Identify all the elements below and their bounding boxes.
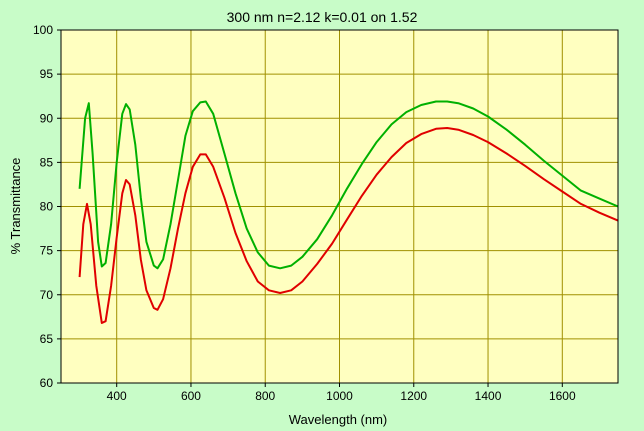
y-tick-label: 90 xyxy=(40,111,54,125)
y-axis-label: % Transmittance xyxy=(8,158,23,255)
y-tick-label: 95 xyxy=(40,67,54,81)
y-tick-label: 80 xyxy=(40,200,54,214)
x-tick-label: 600 xyxy=(181,389,201,403)
series-lines xyxy=(78,100,619,324)
y-tick-label: 60 xyxy=(40,376,54,390)
y-tick-label: 75 xyxy=(40,244,54,258)
x-tick-label: 1400 xyxy=(475,389,502,403)
tick-labels: 400 600 800 1000 1200 1400 1600 60 65 70 75 80 85 90 9… xyxy=(33,23,576,403)
y-tick-label: 85 xyxy=(40,155,54,169)
series-line-2 xyxy=(78,127,619,324)
series-line-1 xyxy=(78,100,619,270)
x-tick-label: 1000 xyxy=(326,389,353,403)
x-tick-label: 800 xyxy=(255,389,275,403)
x-axis-label: Wavelength (nm) xyxy=(289,412,388,427)
y-tick-label: 65 xyxy=(40,332,54,346)
x-tick-label: 1200 xyxy=(400,389,427,403)
chart-title: 300 nm n=2.12 k=0.01 on 1.52 xyxy=(227,9,418,25)
y-tick-label: 100 xyxy=(33,23,53,37)
x-tick-label: 1600 xyxy=(549,389,576,403)
y-tick-label: 70 xyxy=(40,288,54,302)
x-tick-label: 400 xyxy=(107,389,127,403)
